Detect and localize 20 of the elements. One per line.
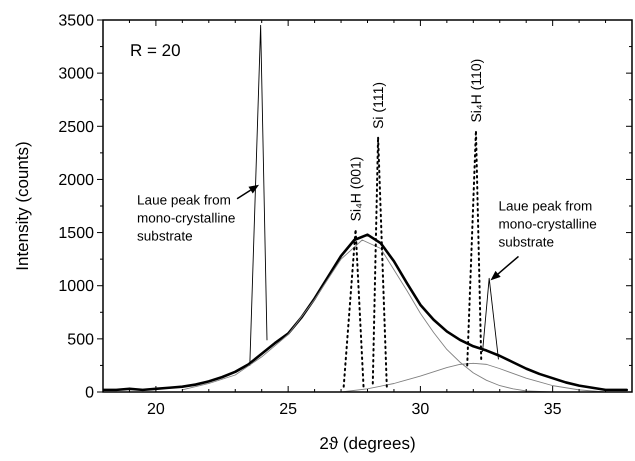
- y-tick-label: 0: [85, 384, 94, 402]
- y-tick-label: 3000: [58, 66, 94, 83]
- annotation: Laue peak from mono-crystalline substrate: [137, 192, 236, 244]
- x-tick-label: 30: [412, 401, 430, 418]
- y-tick-label: 3500: [58, 12, 94, 30]
- y-tick-label: 2000: [58, 172, 94, 189]
- y-tick-label: 2500: [58, 118, 94, 136]
- x-tick-label: 35: [544, 401, 562, 418]
- y-axis-title: Intensity (counts): [13, 141, 32, 271]
- text: Si₄H (001): [348, 156, 364, 222]
- x-tick-label: 20: [147, 401, 165, 418]
- y-tick-label: 1000: [58, 278, 94, 296]
- text: Si (111): [370, 82, 386, 129]
- text: Si₄H (110): [468, 58, 484, 123]
- x-tick-label: 25: [279, 401, 298, 418]
- x-axis-title: 2ϑ (degrees): [319, 434, 416, 453]
- y-tick-label: 1500: [58, 225, 94, 242]
- annotation: Laue peak from mono-crystalline substrate: [498, 198, 597, 250]
- y-tick-label: 500: [67, 331, 94, 348]
- annotation: R = 20: [130, 41, 181, 60]
